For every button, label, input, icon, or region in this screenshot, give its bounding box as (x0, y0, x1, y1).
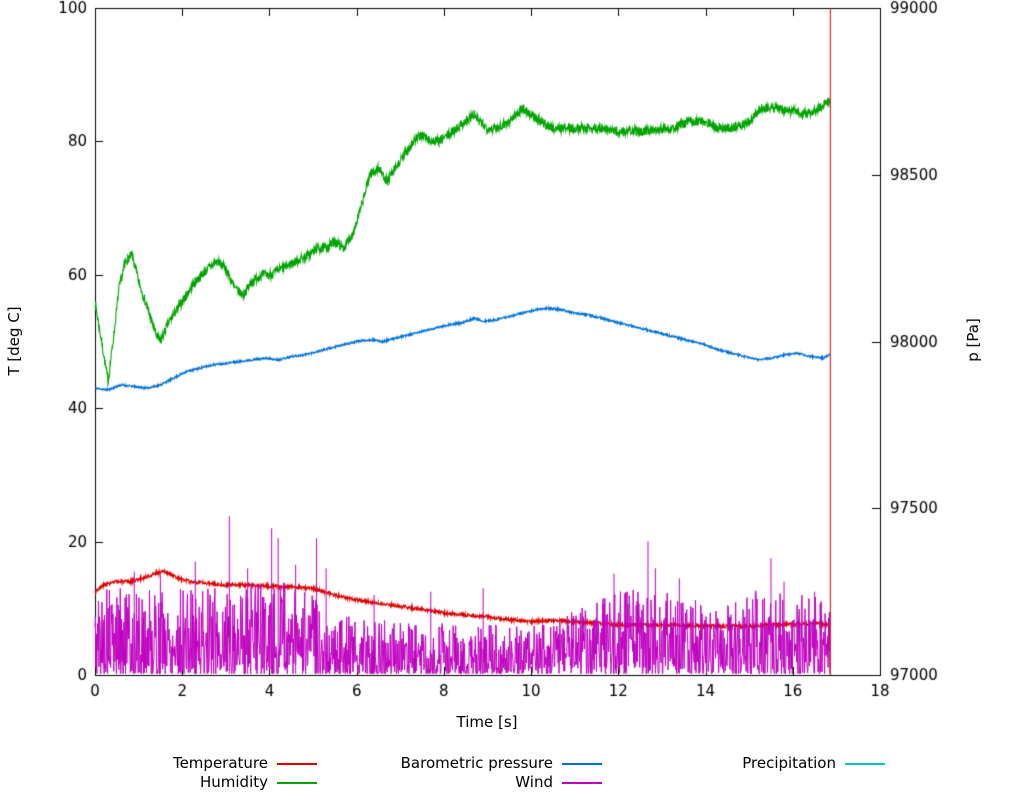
x-axis-label: Time [s] (456, 713, 518, 731)
y-axis-label-left: T [deg C] (5, 306, 23, 376)
y-axis-label-right: p [Pa] (964, 318, 982, 362)
